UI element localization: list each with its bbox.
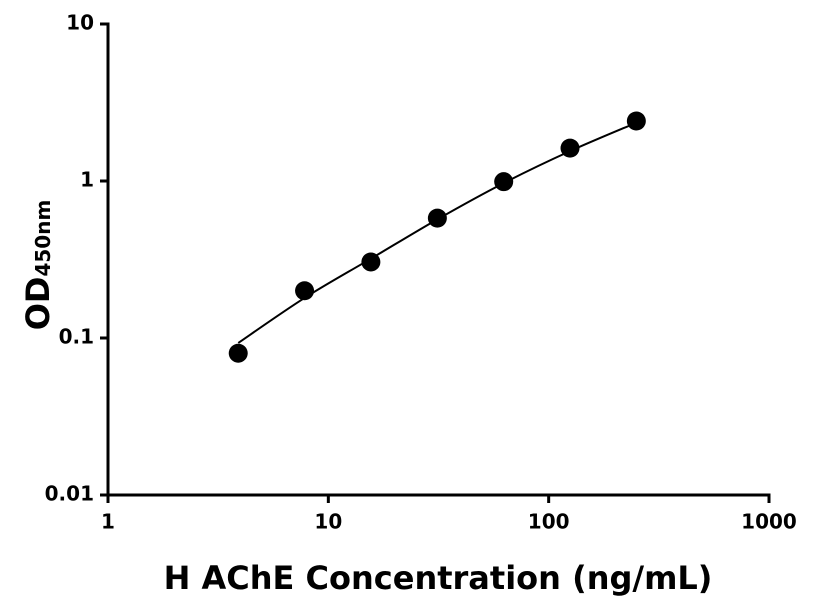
point — [361, 252, 381, 272]
x-tick-label: 1 — [101, 510, 115, 534]
y-tick-label: 0.01 — [45, 482, 94, 506]
y-axis-label: OD450nm — [19, 200, 57, 331]
point — [494, 172, 514, 192]
point — [228, 343, 248, 363]
x-axis-label: H AChE Concentration (ng/mL) — [164, 559, 713, 597]
point — [295, 281, 315, 301]
point — [626, 111, 646, 131]
x-tick-label: 1000 — [741, 510, 797, 534]
y-tick-label: 1 — [80, 168, 94, 192]
y-axis-label-sub: 450nm — [31, 200, 55, 277]
y-tick-label: 0.1 — [59, 325, 94, 349]
x-tick-label: 10 — [314, 510, 342, 534]
point — [560, 138, 580, 158]
y-axis-label-main: OD — [19, 277, 57, 331]
x-tick-label: 100 — [528, 510, 570, 534]
point — [427, 208, 447, 228]
y-tick-label: 10 — [66, 11, 94, 35]
fit-curve — [237, 121, 637, 344]
